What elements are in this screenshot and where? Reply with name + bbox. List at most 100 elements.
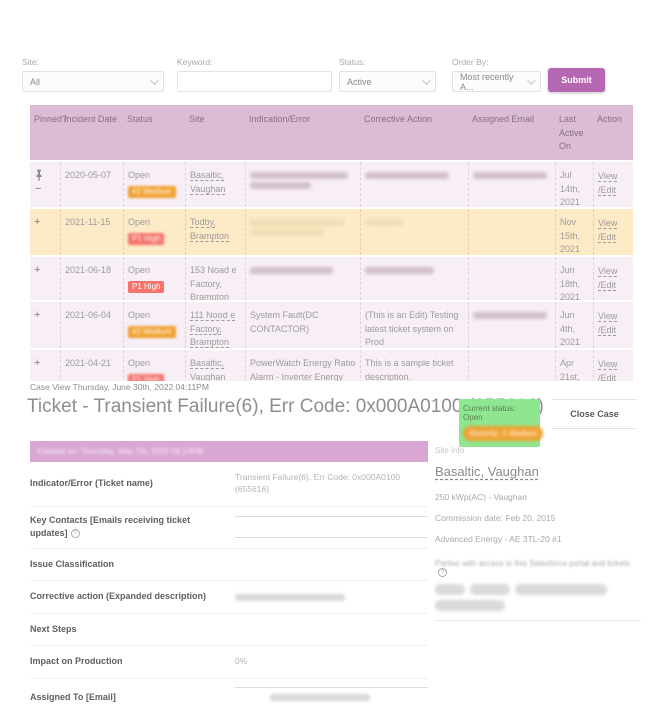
current-status-text: Current status: Open: [463, 404, 516, 422]
table-row: + 2021-04-21 Open P1 High Basaltic, Vaug…: [30, 348, 633, 381]
indication-cell: PowerWatch Energy Ratio Alarm - Inverter…: [245, 350, 360, 381]
indication-cell: [245, 257, 360, 300]
status-text: Open: [128, 217, 151, 227]
form-row-corrective-action: Corrective action (Expanded description): [30, 581, 428, 614]
status-filter-label: Status:: [339, 57, 366, 67]
redacted-text: [250, 267, 333, 274]
col-header-corrective: Corrective Action: [364, 114, 433, 124]
table-row: + 2021-11-15 Open P1 High Todby, Brampto…: [30, 207, 633, 255]
view-link[interactable]: View: [598, 359, 618, 369]
severity-badge: #2 Medium: [128, 325, 176, 338]
redacted-text: [473, 172, 548, 179]
indicator-value: Transient Failure(6), Err Code: 0x000A01…: [235, 472, 401, 494]
site-cell: 153 Noad e Factory, Brampton: [185, 257, 245, 300]
site-link[interactable]: Todby, Brampton: [190, 217, 230, 241]
site-link[interactable]: Basaltic, Vaughan: [190, 358, 226, 381]
chevron-down-icon: [150, 75, 159, 85]
status-filter-select[interactable]: Active: [339, 71, 436, 92]
site-link[interactable]: Basaltic, Vaughan: [190, 170, 226, 194]
site-filter-select[interactable]: All: [22, 71, 164, 92]
site-info-panel: Site Info Basaltic, Vaughan 250 kWp(AC) …: [435, 446, 641, 622]
status-cell: Open #2 Medium: [123, 162, 185, 207]
assigned-email-cell: [468, 302, 555, 348]
pin-icon[interactable]: [34, 169, 56, 181]
pin-add-icon[interactable]: +: [34, 357, 41, 369]
help-icon[interactable]: ?: [70, 529, 80, 539]
submit-button[interactable]: Submit: [548, 68, 605, 92]
site-name-link[interactable]: Basaltic, Vaughan: [435, 464, 539, 479]
redacted-text: [250, 219, 346, 226]
corrective-cell: [360, 257, 468, 300]
edit-link[interactable]: /Edit: [598, 232, 617, 243]
incident-date: 2021-04-21: [60, 350, 123, 381]
last-active-cell: Nov 15th, 2021: [555, 209, 593, 255]
ticket-form: Created on: Thursday, May 7th, 2020 09:1…: [30, 441, 428, 704]
edit-link[interactable]: /Edit: [598, 185, 617, 196]
keyword-filter-label: Keyword:: [177, 57, 213, 67]
edit-link[interactable]: /Edit: [598, 373, 617, 381]
pin-add-icon[interactable]: +: [34, 264, 41, 276]
site-filter-label: Site:: [22, 57, 40, 67]
order-by-select[interactable]: Most recently A...: [452, 71, 541, 92]
redacted-text: [250, 172, 348, 179]
col-header-status: Status: [127, 114, 153, 124]
access-chip: [470, 584, 510, 596]
redacted-text: [365, 172, 450, 179]
status-text: Open: [128, 310, 151, 320]
action-cell: View /Edit: [593, 257, 633, 300]
issue-classification-label: Issue Classification: [30, 558, 115, 569]
col-header-incident-date: Incident Date: [64, 114, 118, 124]
form-row-impact: Impact on Production 0%: [30, 646, 428, 679]
view-link[interactable]: View: [598, 218, 618, 228]
divider: [435, 620, 641, 622]
view-link[interactable]: View: [598, 266, 618, 276]
redacted-text: [250, 229, 325, 236]
site-link[interactable]: 111 Nood e Factory, Brampton: [190, 310, 236, 347]
pin-add-icon[interactable]: +: [34, 309, 41, 321]
form-row-key-contacts: Key Contacts [Emails receiving ticket up…: [30, 507, 428, 549]
indicator-label: Indicator/Error (Ticket name): [30, 478, 153, 489]
chevron-down-icon: [422, 75, 431, 85]
view-link[interactable]: View: [598, 171, 618, 181]
indication-cell: [245, 162, 360, 207]
pin-add-icon[interactable]: +: [34, 216, 41, 228]
redacted-text: [250, 182, 312, 189]
created-on-text: Created on: Thursday, May 7th, 2020 09:1…: [37, 447, 204, 456]
assigned-to-input[interactable]: [235, 686, 428, 704]
assigned-email-cell: [468, 350, 555, 381]
site-capacity: 250 kWp(AC) - Vaughan: [435, 492, 527, 502]
next-steps-label: Next Steps: [30, 623, 77, 634]
site-access-note: Parties with access to this Salesforce p…: [435, 559, 641, 578]
last-active-cell: Jun 18th, 2021: [555, 257, 593, 300]
keyword-input[interactable]: [177, 71, 332, 92]
case-view-caption: Case View Thursday, June 30th, 2022 04:1…: [30, 382, 209, 392]
last-active-cell: Jun 4th, 2021: [555, 302, 593, 348]
assigned-email-cell: [468, 209, 555, 255]
corrective-cell: [360, 209, 468, 255]
key-contacts-label-text: Key Contacts [Emails receiving ticket up…: [30, 514, 191, 539]
edit-link[interactable]: /Edit: [598, 280, 617, 291]
severity-badge: P1 High: [128, 373, 165, 381]
assigned-to-label: Assigned To [Email]: [30, 692, 116, 703]
col-header-pinned: Pinned?: [34, 114, 68, 124]
keyword-filter: Keyword:: [177, 57, 332, 92]
help-icon[interactable]: ?: [438, 568, 447, 578]
impact-value: 0%: [235, 656, 248, 667]
view-link[interactable]: View: [598, 311, 618, 321]
access-chip: [515, 584, 607, 596]
indication-cell: System Fault(DC CONTACTOR): [245, 302, 360, 348]
edit-link[interactable]: /Edit: [598, 325, 617, 336]
corrective-cell: This is a sample ticket description.: [360, 350, 468, 381]
close-case-button[interactable]: Close Case: [552, 399, 637, 429]
action-cell: View /Edit: [593, 209, 633, 255]
form-row-issue-classification: Issue Classification: [30, 549, 428, 582]
incident-date: 2021-06-04: [60, 302, 123, 348]
unpin-icon[interactable]: −: [35, 183, 42, 195]
table-row: + 2021-06-18 Open P1 High 153 Noad e Fac…: [30, 255, 633, 300]
key-contacts-input[interactable]: [235, 516, 428, 539]
status-cell: Open P1 High: [123, 257, 185, 300]
pin-cell: +: [30, 209, 60, 255]
pin-cell: +: [30, 257, 60, 300]
status-cell: Open #2 Medium: [123, 302, 185, 348]
redacted-text: [473, 312, 548, 319]
